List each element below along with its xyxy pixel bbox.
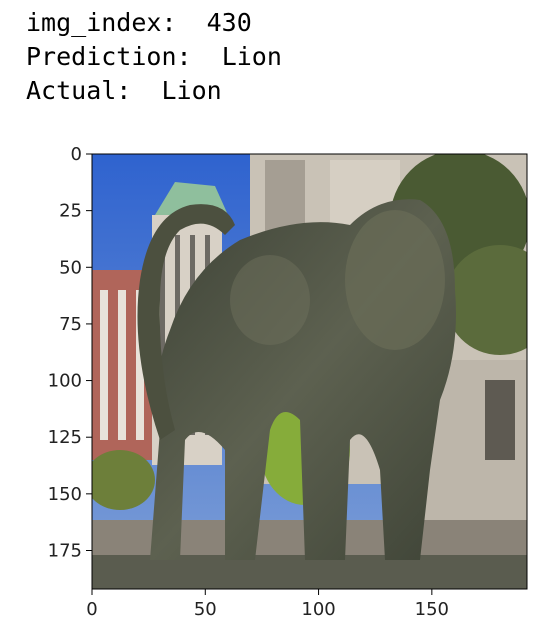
y-tick-label: 25 <box>59 201 82 222</box>
axis-ticks: 0 50 100 150 0 25 50 75 100 125 150 175 <box>48 144 449 620</box>
prediction-value: Lion <box>221 42 282 71</box>
index-label: img_index: <box>26 8 177 37</box>
y-tick-label: 75 <box>59 314 82 335</box>
y-tick-label: 150 <box>48 484 82 505</box>
index-value: 430 <box>206 8 252 37</box>
y-tick-label: 50 <box>59 257 82 278</box>
prediction-line: Prediction: Lion <box>26 40 282 74</box>
y-tick-label: 175 <box>48 540 82 561</box>
lion-tail <box>137 204 235 440</box>
x-tick-label: 100 <box>301 599 335 620</box>
axes-frame <box>91 153 528 590</box>
y-tick-label: 0 <box>71 144 82 165</box>
prediction-label: Prediction: <box>26 42 192 71</box>
x-tick-label: 150 <box>415 599 449 620</box>
x-tick-label: 0 <box>86 599 97 620</box>
actual-value: Lion <box>161 76 222 105</box>
index-line: img_index: 430 <box>26 6 282 40</box>
y-tick-label: 125 <box>48 427 82 448</box>
actual-label: Actual: <box>26 76 132 105</box>
notebook-output: img_index: 430 Prediction: Lion Actual: Li… <box>26 6 282 108</box>
actual-line: Actual: Lion <box>26 74 282 108</box>
y-tick-label: 100 <box>48 371 82 392</box>
pedestal <box>92 555 527 589</box>
lion-statue-photo <box>92 154 527 589</box>
x-tick-label: 50 <box>194 599 217 620</box>
